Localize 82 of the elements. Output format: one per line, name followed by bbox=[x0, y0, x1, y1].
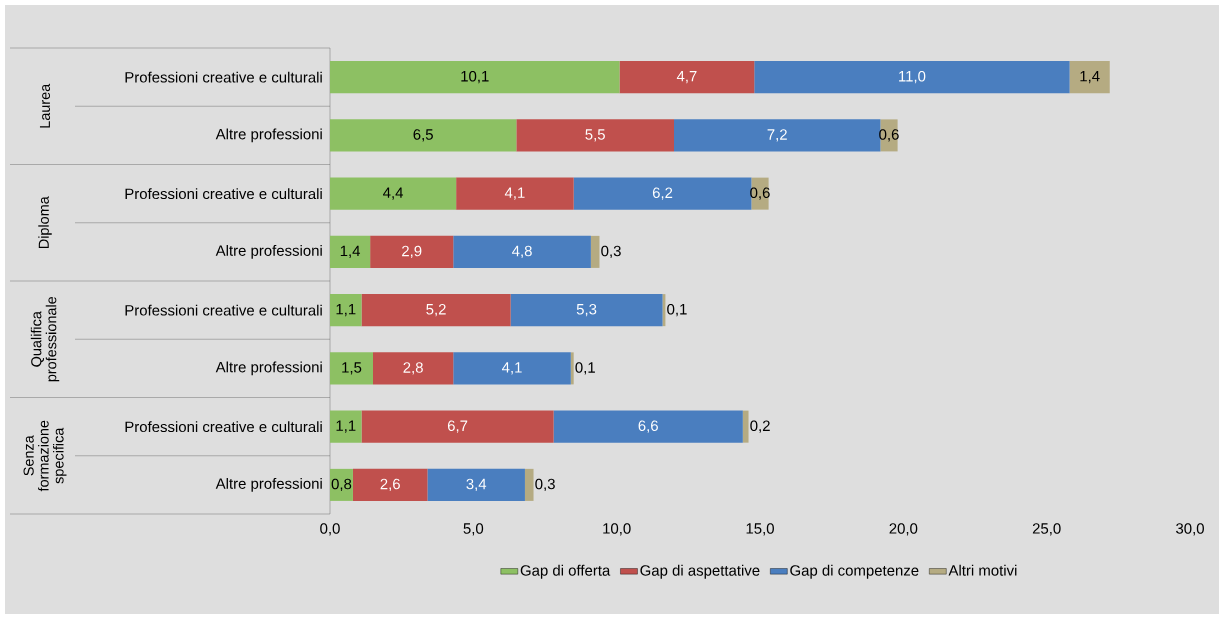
data-label: 5,5 bbox=[585, 129, 605, 142]
data-label: 1,4 bbox=[1080, 71, 1100, 84]
bar bbox=[742, 410, 749, 443]
bar bbox=[453, 235, 591, 268]
legend-label: Gap di aspettative bbox=[640, 564, 760, 579]
bar bbox=[373, 352, 454, 385]
data-label: 2,6 bbox=[380, 478, 400, 492]
x-tick-label: 0,0 bbox=[320, 523, 340, 536]
data-label: 6,6 bbox=[638, 420, 658, 433]
data-label: 3,4 bbox=[466, 478, 487, 492]
bar bbox=[330, 294, 362, 327]
x-tick-label: 5,0 bbox=[463, 523, 484, 536]
bar bbox=[510, 294, 663, 327]
legend-label: Gap di offerta bbox=[520, 564, 611, 579]
data-label: 0,2 bbox=[750, 420, 770, 433]
data-label: 1,5 bbox=[342, 362, 362, 375]
bar bbox=[524, 468, 534, 501]
x-tick-label: 10,0 bbox=[603, 523, 631, 536]
bar bbox=[619, 61, 755, 94]
data-label: 0,1 bbox=[667, 303, 687, 317]
legend-label: Altri motivi bbox=[948, 564, 1017, 576]
text: Qualifica professionale bbox=[30, 296, 60, 382]
y-tick-label: Altre professioni bbox=[215, 361, 322, 376]
y-tick-label: Professioni creative e culturali bbox=[125, 421, 322, 433]
text: Diploma bbox=[38, 196, 52, 249]
y-tick-label: Professioni creative e culturali bbox=[125, 188, 322, 200]
data-label: 1,1 bbox=[336, 420, 356, 433]
data-label: 0,8 bbox=[331, 478, 352, 492]
bar bbox=[330, 235, 371, 268]
data-label: 0,3 bbox=[601, 245, 621, 259]
y-tick-label: Altre professioni bbox=[215, 244, 322, 259]
bar bbox=[330, 352, 373, 385]
bar bbox=[427, 468, 525, 501]
bar bbox=[370, 235, 454, 268]
bar bbox=[754, 61, 1070, 94]
y-tick-label: Professioni creative e culturali bbox=[125, 304, 322, 316]
y-tick-label: Professioni creative e culturali bbox=[125, 71, 322, 83]
data-label: 4,1 bbox=[502, 362, 522, 375]
y-tick-label: Altre professioni bbox=[215, 128, 322, 143]
data-label: 0,1 bbox=[575, 362, 595, 375]
bar bbox=[573, 177, 752, 210]
y-tick-label: Altre professioni bbox=[215, 477, 322, 492]
x-tick-label: 20,0 bbox=[889, 523, 918, 536]
data-label: 4,1 bbox=[504, 187, 525, 200]
data-label: 4,7 bbox=[676, 71, 697, 84]
data-label: 4,8 bbox=[512, 245, 532, 259]
text: Laurea bbox=[39, 83, 51, 128]
data-label: 2,9 bbox=[402, 245, 422, 259]
data-label: 6,5 bbox=[413, 129, 433, 142]
bar bbox=[361, 410, 554, 443]
bar bbox=[330, 177, 457, 210]
bar bbox=[590, 235, 600, 268]
x-tick-label: 30,0 bbox=[1176, 523, 1204, 536]
bar bbox=[674, 119, 881, 152]
text: Senza formazione specifica bbox=[23, 420, 67, 492]
data-label: 11,0 bbox=[899, 70, 926, 84]
x-tick-label: 15,0 bbox=[746, 523, 774, 536]
data-label: 7,2 bbox=[767, 129, 787, 142]
bar bbox=[516, 119, 674, 152]
data-label: 4,4 bbox=[383, 187, 404, 200]
bar bbox=[330, 119, 517, 152]
bar bbox=[1069, 61, 1110, 94]
x-tick-label: 25,0 bbox=[1032, 523, 1061, 536]
data-label: 5,2 bbox=[426, 303, 446, 317]
bar bbox=[361, 294, 511, 327]
bar bbox=[330, 61, 620, 94]
data-label: 6,2 bbox=[652, 187, 673, 200]
data-label: 6,7 bbox=[447, 420, 468, 433]
bar bbox=[553, 410, 743, 443]
data-label: 1,1 bbox=[336, 304, 356, 317]
legend-label: Gap di competenze bbox=[790, 564, 919, 579]
data-label: 5,3 bbox=[576, 303, 597, 317]
data-label: 2,8 bbox=[403, 362, 423, 375]
bar bbox=[330, 410, 362, 443]
data-label: 10,1 bbox=[461, 70, 489, 84]
bar bbox=[570, 352, 574, 385]
bar bbox=[453, 352, 571, 385]
bar bbox=[352, 468, 428, 501]
data-label: 0,3 bbox=[535, 478, 555, 492]
bar bbox=[330, 468, 353, 501]
data-label: 1,4 bbox=[340, 245, 361, 258]
bar bbox=[456, 177, 574, 210]
